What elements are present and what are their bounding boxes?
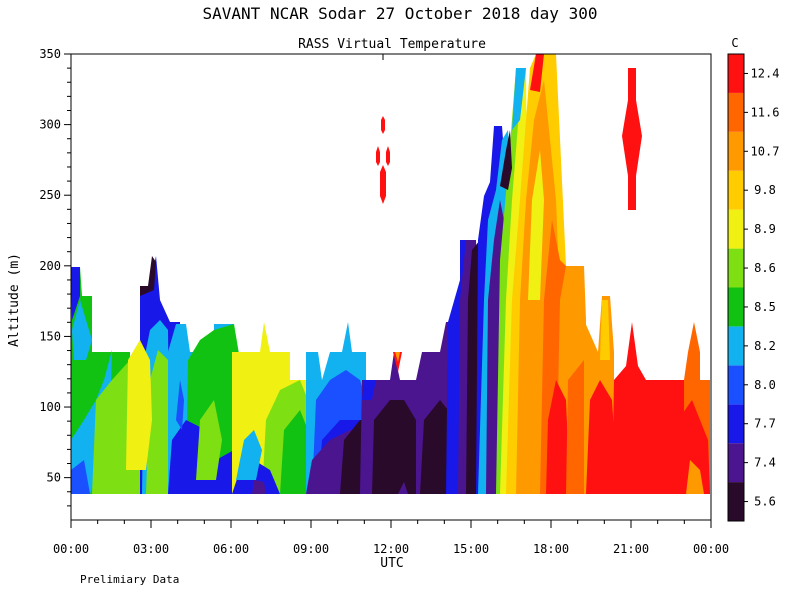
field-region-cyan-17-top	[512, 68, 526, 130]
field-region-orange-spike-12	[395, 352, 400, 362]
field-region-orange-23	[686, 460, 704, 494]
colorbar-label: 8.6	[754, 261, 776, 275]
field-region-dark-16	[500, 130, 512, 190]
colorbar-segment	[728, 248, 744, 288]
colorbar-unit: C	[731, 36, 738, 50]
colorbar-segment	[728, 482, 744, 521]
colorbar-label: 7.7	[754, 417, 776, 431]
x-tick-label: 00:00	[693, 542, 729, 556]
colorbar-label: 11.6	[751, 105, 780, 119]
colorbar-label: 8.0	[754, 378, 776, 392]
colorbar-segment	[728, 404, 744, 444]
colorbar-frame	[727, 53, 745, 522]
x-tick-label: 12:00	[373, 542, 409, 556]
colorbar-segment	[728, 170, 744, 210]
x-tick-label: 03:00	[133, 542, 169, 556]
field-region-red-aloft-12c	[386, 146, 390, 166]
field-region-green-08	[280, 410, 308, 494]
y-tick-label: 50	[47, 471, 61, 485]
field-region-red-spike-12	[393, 352, 402, 372]
x-tick-label: 00:00	[53, 542, 89, 556]
y-axis: 50 100 150 200 250 300 350	[39, 47, 71, 507]
field-region-dark-03	[140, 256, 156, 296]
colorbar-segment	[728, 443, 744, 483]
colorbar-segment	[728, 365, 744, 405]
y-tick-label: 100	[39, 400, 61, 414]
y-tick-label: 350	[39, 47, 61, 61]
field-region-dark-12	[372, 400, 420, 494]
field-region-lime-03	[146, 350, 168, 494]
colorbar-segment	[728, 326, 744, 366]
field-region-red-aloft-21	[622, 68, 642, 210]
x-tick-label: 06:00	[213, 542, 249, 556]
colorbar-label: 5.6	[754, 495, 776, 509]
field-region-blue-notch	[176, 380, 184, 430]
chart-title: SAVANT NCAR Sodar 27 October 2018 day 30…	[203, 4, 598, 23]
field-region-blue-top-left	[71, 267, 80, 320]
colorbar-label: 12.4	[751, 66, 780, 80]
field-region-red-20	[586, 380, 618, 494]
colorbar-label: 8.5	[754, 300, 776, 314]
field-region-red-aloft-12d	[381, 116, 385, 134]
field-region-purple-07	[252, 480, 266, 494]
colorbar-label: 8.9	[754, 222, 776, 236]
colorbar-label: 9.8	[754, 183, 776, 197]
colorbar-segment	[728, 54, 744, 93]
colorbar-segment	[728, 131, 744, 171]
field-region-red-aloft-12b	[376, 146, 380, 166]
field-region-gold-20	[600, 300, 610, 360]
colorbar-label: 10.7	[751, 144, 780, 158]
field-region-red-top-17	[530, 54, 544, 92]
y-axis-label: Altitude (m)	[7, 253, 22, 347]
field-region-cyan-top-left	[72, 300, 92, 360]
colorbar-segment	[728, 209, 744, 249]
field-region-lime-05	[196, 400, 222, 480]
field-region-blue-corner	[71, 460, 90, 494]
x-axis: 00:00 03:00 06:00 09:00 12:00 15:00 18:00 21:00…	[53, 520, 729, 556]
colorbar-segment	[728, 287, 744, 327]
y-tick-label: 250	[39, 188, 61, 202]
colorbar-segment	[728, 92, 744, 132]
y-tick-label: 150	[39, 329, 61, 343]
y-tick-label: 300	[39, 118, 61, 132]
field-region-yellow-17	[528, 150, 544, 300]
footnote: Prelimiary Data	[80, 573, 179, 586]
y-tick-label: 200	[39, 259, 61, 273]
x-tick-label: 15:00	[453, 542, 489, 556]
chart-subtitle: RASS Virtual Temperature	[298, 37, 486, 52]
field-region-cyan-07	[236, 430, 262, 480]
field-region-red-aloft-12a	[380, 165, 386, 204]
field-region-blue-12	[362, 380, 376, 400]
colorbar-label: 7.4	[754, 456, 776, 470]
x-tick-label: 21:00	[613, 542, 649, 556]
field-region-red-21	[612, 322, 684, 494]
temperature-field	[71, 54, 710, 494]
field-region-red-23	[676, 400, 710, 494]
field-region-yellow-03	[126, 340, 152, 470]
colorbar: C 5.6 7.4 7.7 8.0 8.2 8.5 8.6 8.9 9.8 10.7 11.6 12.…	[727, 36, 780, 522]
x-tick-label: 18:00	[533, 542, 569, 556]
field-region-red-18	[546, 380, 570, 494]
colorbar-label: 8.2	[754, 339, 776, 353]
x-axis-label: UTC	[380, 556, 403, 571]
x-tick-label: 09:00	[293, 542, 329, 556]
